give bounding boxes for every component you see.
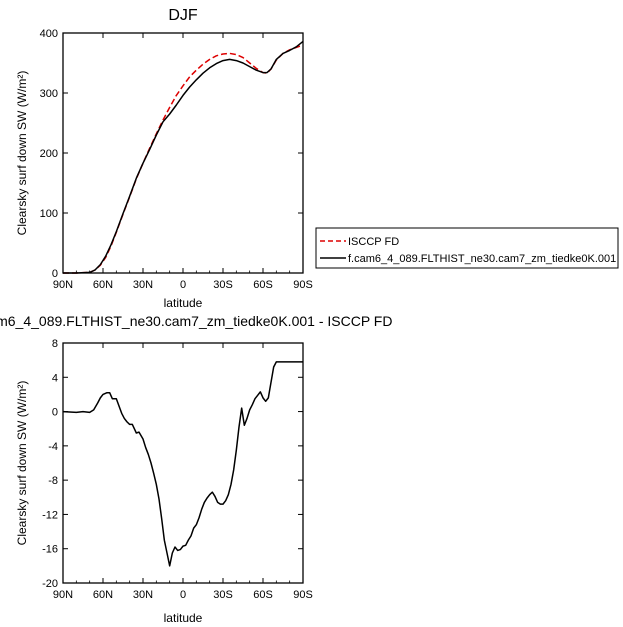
- top-x-tick-label: 30N: [133, 279, 153, 291]
- bottom-y-tick-label: -12: [42, 509, 58, 521]
- bottom-y-tick-label: -16: [42, 544, 58, 556]
- top-y-tick-label: 400: [40, 28, 58, 40]
- top-x-tick-label: 90S: [293, 279, 313, 291]
- bottom-x-tick-label: 30S: [213, 589, 233, 601]
- top-y-axis-label: Clearsky surf down SW (W/m²): [15, 71, 29, 236]
- bottom-y-tick-label: -8: [48, 475, 58, 487]
- top-y-tick-label: 0: [52, 268, 58, 280]
- top-x-tick-label: 60N: [93, 279, 113, 291]
- top-y-tick-label: 300: [40, 88, 58, 100]
- bottom-x-tick-label: 30N: [133, 589, 153, 601]
- bottom-x-tick-label: 90S: [293, 589, 313, 601]
- top-x-tick-label: 90N: [53, 279, 73, 291]
- bottom-x-tick-label: 90N: [53, 589, 73, 601]
- top-x-tick-label: 30S: [213, 279, 233, 291]
- top-plot-frame: [62, 32, 304, 274]
- top-x-tick-label: 0: [180, 279, 186, 291]
- top-x-tick-label: 60S: [253, 279, 273, 291]
- bottom-x-tick-label: 60N: [93, 589, 113, 601]
- bottom-y-tick-label: -20: [42, 578, 58, 590]
- top-y-tick-label: 200: [40, 148, 58, 160]
- bottom-y-tick-label: 0: [52, 407, 58, 419]
- legend-label-isccp: ISCCP FD: [348, 236, 399, 248]
- top-series-line-0: [63, 44, 304, 274]
- top-chart-title: DJF: [168, 7, 198, 24]
- bottom-chart-title: f.cam6_4_089.FLTHIST_ne30.cam7_zm_tiedke…: [0, 313, 392, 329]
- bottom-y-tick-label: 8: [52, 338, 58, 350]
- bottom-y-tick-label: -4: [48, 441, 58, 453]
- bottom-series-line-0: [62, 361, 303, 567]
- bottom-y-axis-label: Clearsky surf down SW (W/m²): [15, 381, 29, 546]
- bottom-x-axis-label: latitude: [164, 611, 203, 625]
- top-panel: DJF 90N 60N 30N 0 30S 60S 90S 0 100 200 300 400 la…: [15, 7, 313, 310]
- top-series-line-1: [63, 40, 304, 274]
- legend-box: [315, 227, 619, 269]
- legend-label-model: f.cam6_4_089.FLTHIST_ne30.cam7_zm_tiedke…: [348, 253, 616, 265]
- top-y-tick-label: 100: [40, 208, 58, 220]
- legend: ISCCP FD f.cam6_4_089.FLTHIST_ne30.cam7_…: [315, 227, 619, 269]
- top-x-axis-label: latitude: [164, 296, 203, 310]
- bottom-x-tick-label: 60S: [253, 589, 273, 601]
- bottom-y-tick-label: 4: [52, 372, 58, 384]
- bottom-panel: f.cam6_4_089.FLTHIST_ne30.cam7_zm_tiedke…: [0, 313, 392, 625]
- bottom-x-tick-label: 0: [180, 589, 186, 601]
